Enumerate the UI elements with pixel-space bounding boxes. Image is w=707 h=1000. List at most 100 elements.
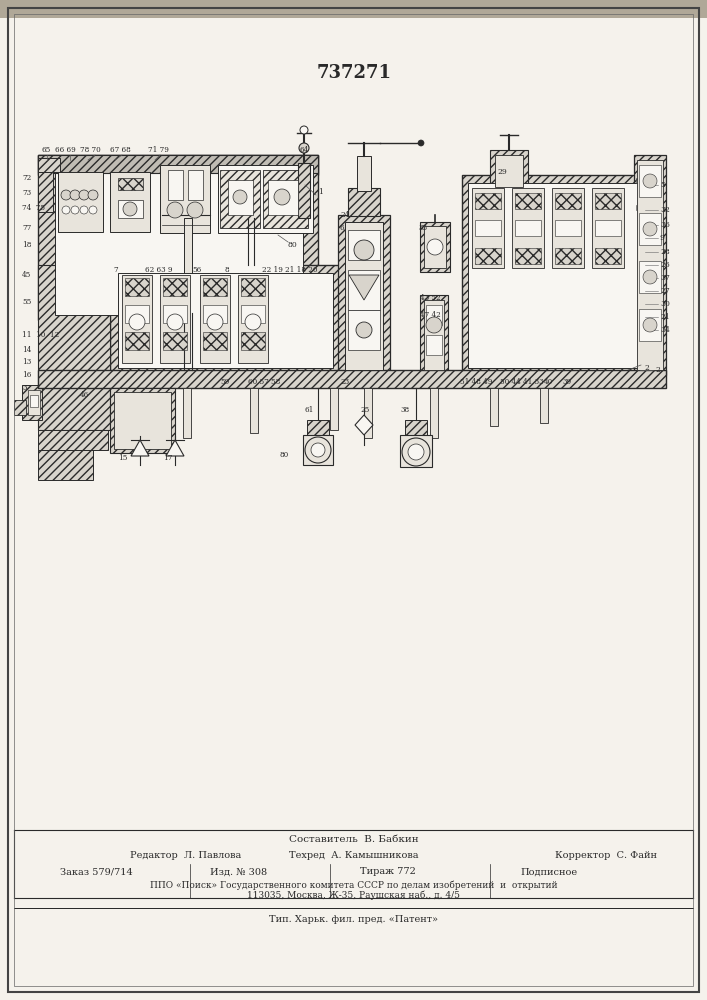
Text: 30: 30: [660, 300, 670, 308]
Bar: [241, 332, 265, 350]
Text: 29: 29: [497, 168, 507, 176]
Text: 13: 13: [22, 358, 31, 366]
Bar: [110, 388, 175, 453]
Text: 56: 56: [192, 266, 201, 274]
Polygon shape: [131, 440, 149, 456]
Bar: [110, 172, 150, 232]
Text: Тираж 772: Тираж 772: [360, 867, 416, 876]
Text: 50 44 41 33: 50 44 41 33: [500, 378, 544, 386]
Text: 2: 2: [655, 366, 660, 374]
Text: 25: 25: [360, 406, 369, 414]
Circle shape: [300, 126, 308, 134]
Text: 5: 5: [660, 181, 665, 189]
Bar: [241, 278, 265, 296]
Bar: [426, 335, 442, 355]
Text: 80: 80: [288, 241, 298, 249]
Bar: [555, 193, 581, 209]
Bar: [125, 305, 149, 323]
Text: 11  10  12: 11 10 12: [22, 331, 59, 339]
Bar: [38, 172, 53, 212]
Bar: [183, 388, 191, 438]
Bar: [639, 165, 661, 197]
Circle shape: [167, 314, 183, 330]
Bar: [639, 309, 661, 341]
Bar: [0, 0, 707, 18]
Bar: [364, 388, 372, 438]
Bar: [348, 270, 380, 310]
Polygon shape: [166, 440, 184, 456]
Bar: [38, 265, 110, 375]
Text: 9: 9: [660, 234, 665, 242]
Bar: [38, 155, 318, 175]
Text: 46: 46: [80, 391, 89, 399]
Text: 16: 16: [22, 371, 31, 379]
Text: 78 70: 78 70: [80, 146, 101, 154]
Text: 7: 7: [113, 266, 117, 274]
Text: Корректор  С. Файн: Корректор С. Файн: [555, 852, 657, 860]
Bar: [490, 150, 528, 192]
Text: Редактор  Л. Павлова: Редактор Л. Павлова: [130, 852, 241, 860]
Text: 14: 14: [22, 346, 31, 354]
Bar: [348, 310, 380, 350]
Circle shape: [79, 190, 89, 200]
Bar: [512, 188, 544, 268]
Text: 18: 18: [22, 241, 31, 249]
Circle shape: [426, 317, 442, 333]
Text: 60 57 58: 60 57 58: [248, 378, 280, 386]
Bar: [38, 155, 318, 320]
Bar: [200, 275, 230, 363]
Text: 55: 55: [22, 298, 31, 306]
Text: 67 68: 67 68: [110, 146, 131, 154]
Text: ППО «Поиск» Государственного комитета СССР по делам изобретений  и  открытий: ППО «Поиск» Государственного комитета СС…: [150, 880, 558, 890]
Text: 37: 37: [660, 274, 670, 282]
Bar: [595, 248, 621, 264]
Circle shape: [402, 438, 430, 466]
Text: 15: 15: [118, 454, 127, 462]
Bar: [228, 180, 253, 215]
Bar: [472, 188, 504, 268]
Circle shape: [418, 140, 424, 146]
Bar: [22, 385, 42, 420]
Text: 72: 72: [22, 174, 31, 182]
Bar: [405, 420, 427, 435]
Bar: [515, 193, 541, 209]
Bar: [110, 265, 340, 375]
Circle shape: [643, 270, 657, 284]
Circle shape: [70, 190, 80, 200]
Bar: [38, 155, 318, 173]
Bar: [220, 170, 260, 228]
Text: 2: 2: [644, 364, 649, 372]
Text: Изд. № 308: Изд. № 308: [210, 867, 267, 876]
Text: 71 79: 71 79: [148, 146, 169, 154]
Bar: [515, 248, 541, 264]
Bar: [268, 180, 298, 215]
Text: 34: 34: [660, 326, 670, 334]
Text: 17: 17: [163, 454, 173, 462]
Bar: [184, 218, 192, 313]
Bar: [203, 332, 227, 350]
Text: 23: 23: [340, 378, 349, 386]
Text: 47 42: 47 42: [420, 311, 440, 319]
Circle shape: [408, 444, 424, 460]
Text: Подписное: Подписное: [520, 867, 577, 876]
Circle shape: [643, 174, 657, 188]
Bar: [241, 305, 265, 323]
Text: 59: 59: [220, 378, 229, 386]
Bar: [345, 222, 383, 370]
Bar: [163, 305, 187, 323]
Bar: [14, 400, 26, 415]
Bar: [595, 220, 621, 236]
Text: 39: 39: [562, 378, 571, 386]
Circle shape: [123, 202, 137, 216]
Text: 51 48 49: 51 48 49: [460, 378, 492, 386]
Bar: [38, 158, 60, 172]
Bar: [348, 188, 380, 216]
Bar: [250, 388, 258, 433]
Bar: [420, 222, 450, 272]
Bar: [58, 172, 103, 232]
Text: 6: 6: [340, 224, 344, 232]
Circle shape: [356, 322, 372, 338]
Bar: [357, 156, 371, 191]
Text: 35: 35: [418, 224, 427, 232]
Text: 36: 36: [660, 221, 670, 229]
